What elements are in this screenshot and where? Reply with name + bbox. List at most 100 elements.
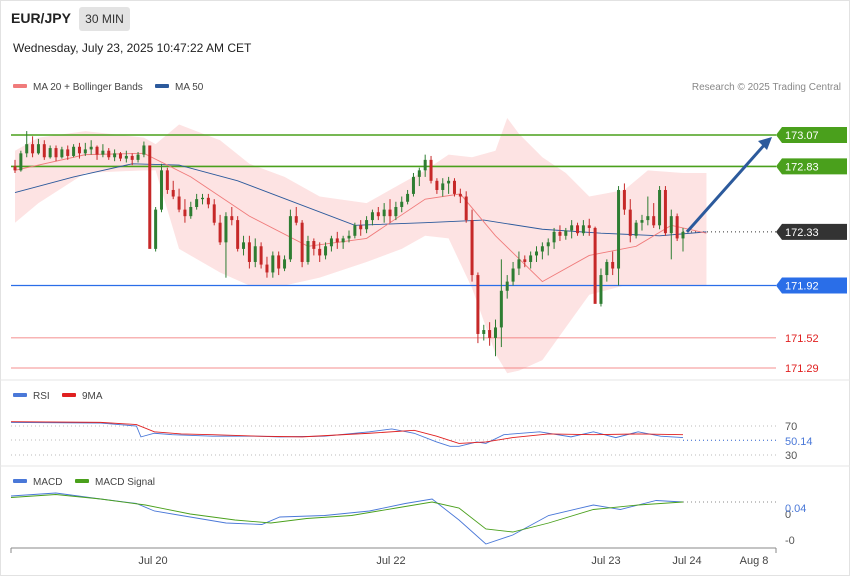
candle-body [593,227,597,304]
candle-body [523,259,527,262]
candle-body [640,220,644,223]
candle-body [628,209,632,236]
macd-tick-neg0: -0 [785,535,795,547]
candle-body [259,246,263,265]
candle-body [25,144,29,154]
candle-body [540,246,544,252]
candle-body [441,183,445,190]
candle-body [288,216,292,260]
candle-body [499,290,503,328]
candle-body [72,146,76,156]
candle-body [218,222,222,243]
candle-body [359,225,363,230]
candle-body [417,170,421,177]
candle-body [599,275,603,304]
candle-body [31,144,35,154]
candle-body [242,242,246,249]
candle-body [294,216,298,223]
bollinger-band-area [15,117,707,374]
candle-body [335,238,339,243]
rsi-legend-label: RSI [33,391,50,402]
ma20-line [14,152,707,283]
candle-body [77,146,81,154]
candle-body [224,216,228,243]
candle-body [130,155,134,160]
candle-body [552,231,556,243]
candle-body [54,148,58,158]
x-label-jul24: Jul 24 [672,555,701,567]
candle-body [265,264,269,273]
candle-body [341,238,345,243]
candle-body [329,238,333,247]
copyright-label: Research © 2025 Trading Central [692,82,841,93]
main-price-panel: 173.07 172.83 172.33 171.92 171.52 171.29 [11,117,847,375]
candle-body [283,259,287,269]
candle-body [212,204,216,223]
candle-body [400,201,404,207]
candle-body [505,281,509,291]
timeframe-badge[interactable]: 30 MIN [79,7,130,31]
candle-body [189,206,193,217]
candle-body [365,220,369,230]
candle-body [206,197,210,205]
x-label-jul20: Jul 20 [138,555,167,567]
candle-body [458,193,462,197]
candle-body [406,193,410,202]
projection-arrow [685,142,768,233]
candle-body [177,196,181,210]
candle-body [230,216,234,221]
ma20-legend-label: MA 20 + Bollinger Bands [33,82,143,93]
price-level-badge [776,158,847,175]
candle-body [476,275,480,334]
price-level-badge [776,223,847,240]
candle-body [669,216,673,234]
candle-body [183,209,187,217]
projection-arrow-head [758,137,772,150]
rsi-9ma-legend-label: 9MA [82,391,103,402]
candle-body [324,246,328,256]
rsi-line [10,421,684,447]
candle-body [83,149,87,154]
ma20-legend-swatch [13,84,27,88]
price-level-label: 171.29 [785,363,819,375]
candle-body [529,255,533,262]
candle-body [576,225,580,234]
candle-body [201,197,205,200]
candle-body [681,231,685,239]
candle-body [558,231,562,236]
candle-body [107,150,111,158]
candle-body [142,145,146,155]
x-label-jul22: Jul 22 [376,555,405,567]
price-level-badge-label: 173.07 [785,130,819,142]
candle-body [611,261,615,269]
macd-legend-label: MACD [33,477,62,488]
candle-body [622,189,626,210]
candle-body [581,225,585,234]
candle-body [165,170,169,190]
candle-body [482,330,486,334]
candle-body [370,212,374,221]
candle-body [347,235,351,239]
candle-body [511,268,515,282]
datetime-label: Wednesday, July 23, 2025 10:47:22 AM CET [13,41,252,55]
candle-body [19,153,23,171]
candle-body [452,180,456,194]
candle-body [60,149,64,158]
symbol-title: EUR/JPY [11,10,71,26]
candle-body [247,242,251,262]
price-level-label: 171.52 [785,333,819,345]
candle-body [154,209,158,249]
macd-tick-0: 0 [785,509,791,521]
candle-body [675,216,679,239]
candle-body [517,259,521,269]
macd-legend-swatch [13,479,27,483]
candle-body [394,206,398,217]
macd-lines [10,492,776,545]
candle-body [388,209,392,217]
candle-body [48,148,52,158]
candle-body [423,159,427,171]
candle-body [277,255,281,269]
candle-body [136,154,140,160]
rsi-tick-70: 70 [785,421,797,433]
